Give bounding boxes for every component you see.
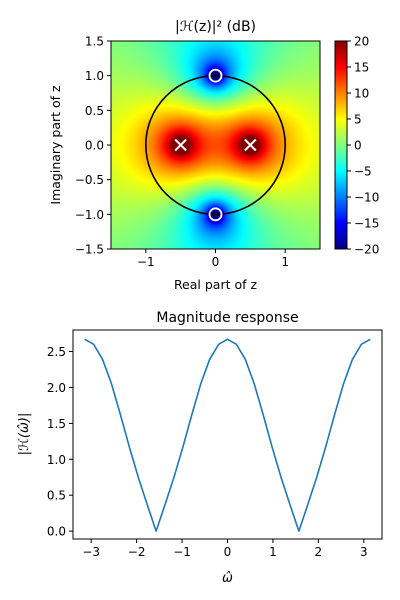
colorbar-tick-label: 20 [354,35,369,49]
colorbar-tick-label: −10 [354,191,379,205]
y-tick-label: 0.5 [47,489,66,503]
y-tick-label: −1.0 [75,208,104,222]
x-tick-label: 0 [212,255,220,269]
colorbar-tick-label: 0 [354,139,362,153]
magnitude-x-ticks: −3 −2 −1 0 1 2 3 [82,539,368,559]
y-tick-label: 0.0 [85,139,104,153]
y-tick-label: 2.0 [47,381,66,395]
magnitude-x-label: ω̂ [222,571,233,586]
colorbar [334,40,348,250]
magnitude-y-label: |ℋ(ω̂)| [17,413,32,456]
x-tick-label: −1 [173,545,191,559]
x-tick-label: 1 [281,255,289,269]
zero-marker [208,68,223,83]
pole-marker [174,138,187,152]
x-tick-label: 3 [360,545,368,559]
y-tick-label: 1.5 [85,35,104,49]
magnitude-line [84,338,371,532]
colorbar-tick-label: 15 [354,61,369,75]
colorbar-tick-label: −15 [354,217,379,231]
pole-zero-chart: |ℋ(z)|² (dB) −1 0 1 1.51.00.50.0−0.5−1.0−1… [48,19,379,292]
y-tick-label: 0.5 [85,104,104,118]
y-tick-label: −0.5 [75,173,104,187]
pole-marker [244,138,257,152]
pole-marker-stroke [244,138,257,152]
y-tick-label: 1.0 [47,453,66,467]
colorbar-tick-label: 10 [354,87,369,101]
y-tick-label: −1.5 [75,243,104,257]
x-tick-label: 1 [269,545,277,559]
y-tick-label: 2.5 [47,345,66,359]
heatmap-x-label: Real part of z [174,277,258,292]
x-tick-label: 0 [224,545,232,559]
colorbar-ticks: 20 15 10 5 0 −5 −10 −15 −20 [347,35,379,257]
magnitude-chart: Magnitude response −3 −2 −1 0 1 2 3 0.0 0.5 1.0 1… [17,310,383,586]
zero-marker [208,207,223,222]
magnitude-title: Magnitude response [156,310,298,326]
x-tick-label: −1 [137,255,155,269]
heatmap-title: |ℋ(z)|² (dB) [175,19,256,35]
x-tick-label: 2 [315,545,323,559]
magnitude-y-ticks: 0.0 0.5 1.0 1.5 2.0 2.5 [47,345,73,539]
x-tick-label: −3 [82,545,100,559]
colorbar-tick-label: −5 [354,165,372,179]
y-tick-label: 1.0 [85,69,104,83]
heatmap-y-ticks: 1.5 1.0 0.5 0.0 −0.5 −1.0 −1.5 [75,35,111,257]
x-tick-label: −2 [128,545,146,559]
y-tick-label: 0.0 [47,525,66,539]
magnitude-frame [72,329,383,540]
colorbar-tick-label: −20 [354,243,379,257]
heatmap-y-label: Imaginary part of z [48,85,63,205]
y-tick-label: 1.5 [47,417,66,431]
colorbar-tick-label: 5 [354,113,362,127]
heatmap-image [111,41,320,249]
heatmap-x-ticks: −1 0 1 [137,249,289,269]
unit-circle [145,74,286,216]
pole-marker-stroke [174,138,187,152]
heatmap-overlay [145,68,286,222]
